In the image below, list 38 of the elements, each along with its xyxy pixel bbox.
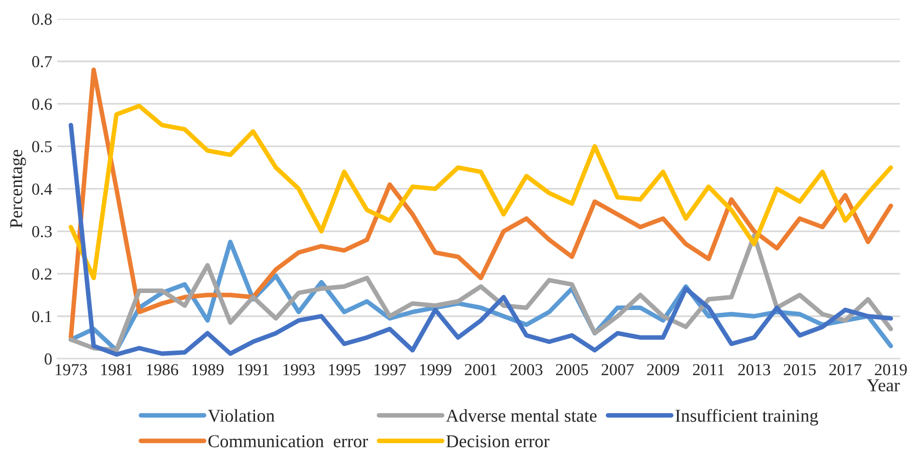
y-tick-label: 0.5 — [32, 141, 52, 152]
y-tick-label: 0.4 — [32, 184, 52, 195]
legend-label: Violation — [208, 409, 275, 422]
line-series — [68, 104, 894, 280]
legend-label: Insufficient training — [675, 408, 818, 426]
y-tick-label: 0 — [44, 353, 52, 365]
x-tick-label: 1989 — [192, 364, 224, 376]
x-tick-label: 1991 — [238, 364, 269, 376]
x-axis-title: Year — [866, 379, 900, 392]
x-tick-label: 2015 — [784, 364, 816, 376]
x-tick-label: 2019 — [874, 364, 907, 376]
x-tick-label: 1997 — [374, 364, 406, 376]
x-tick-label: 1981 — [101, 364, 132, 376]
x-tick-label: 2003 — [510, 364, 542, 376]
line-series — [68, 68, 894, 340]
x-tick-label: 1993 — [283, 364, 315, 376]
y-tick-label: 0.6 — [32, 98, 52, 110]
y-tick-label: 0.7 — [32, 56, 52, 68]
x-tick-label: 2011 — [692, 364, 724, 376]
x-tick-label: 1995 — [329, 364, 360, 376]
y-tick-label: 0.1 — [32, 310, 52, 322]
legend-label: Communication error — [208, 435, 368, 448]
line-series — [68, 122, 894, 357]
y-axis-title: Percentage — [10, 150, 26, 228]
x-tick-label: 1986 — [146, 364, 178, 376]
x-tick-label: 2005 — [556, 364, 588, 376]
y-tick-label: 0.3 — [32, 226, 52, 238]
x-tick-label: 2007 — [602, 364, 634, 376]
legend-label: Adverse mental state — [446, 409, 597, 422]
legend-label: Decision error — [446, 435, 550, 448]
y-tick-label: 0.8 — [32, 14, 52, 25]
x-tick-label: 1973 — [56, 364, 87, 376]
x-tick-label: 2009 — [647, 364, 680, 376]
y-tick-label: 0.2 — [32, 268, 52, 280]
x-tick-label: 2001 — [464, 364, 497, 376]
x-tick-label: 2017 — [829, 364, 862, 376]
x-tick-label: 2013 — [738, 364, 770, 376]
x-tick-label: 1999 — [420, 364, 452, 376]
